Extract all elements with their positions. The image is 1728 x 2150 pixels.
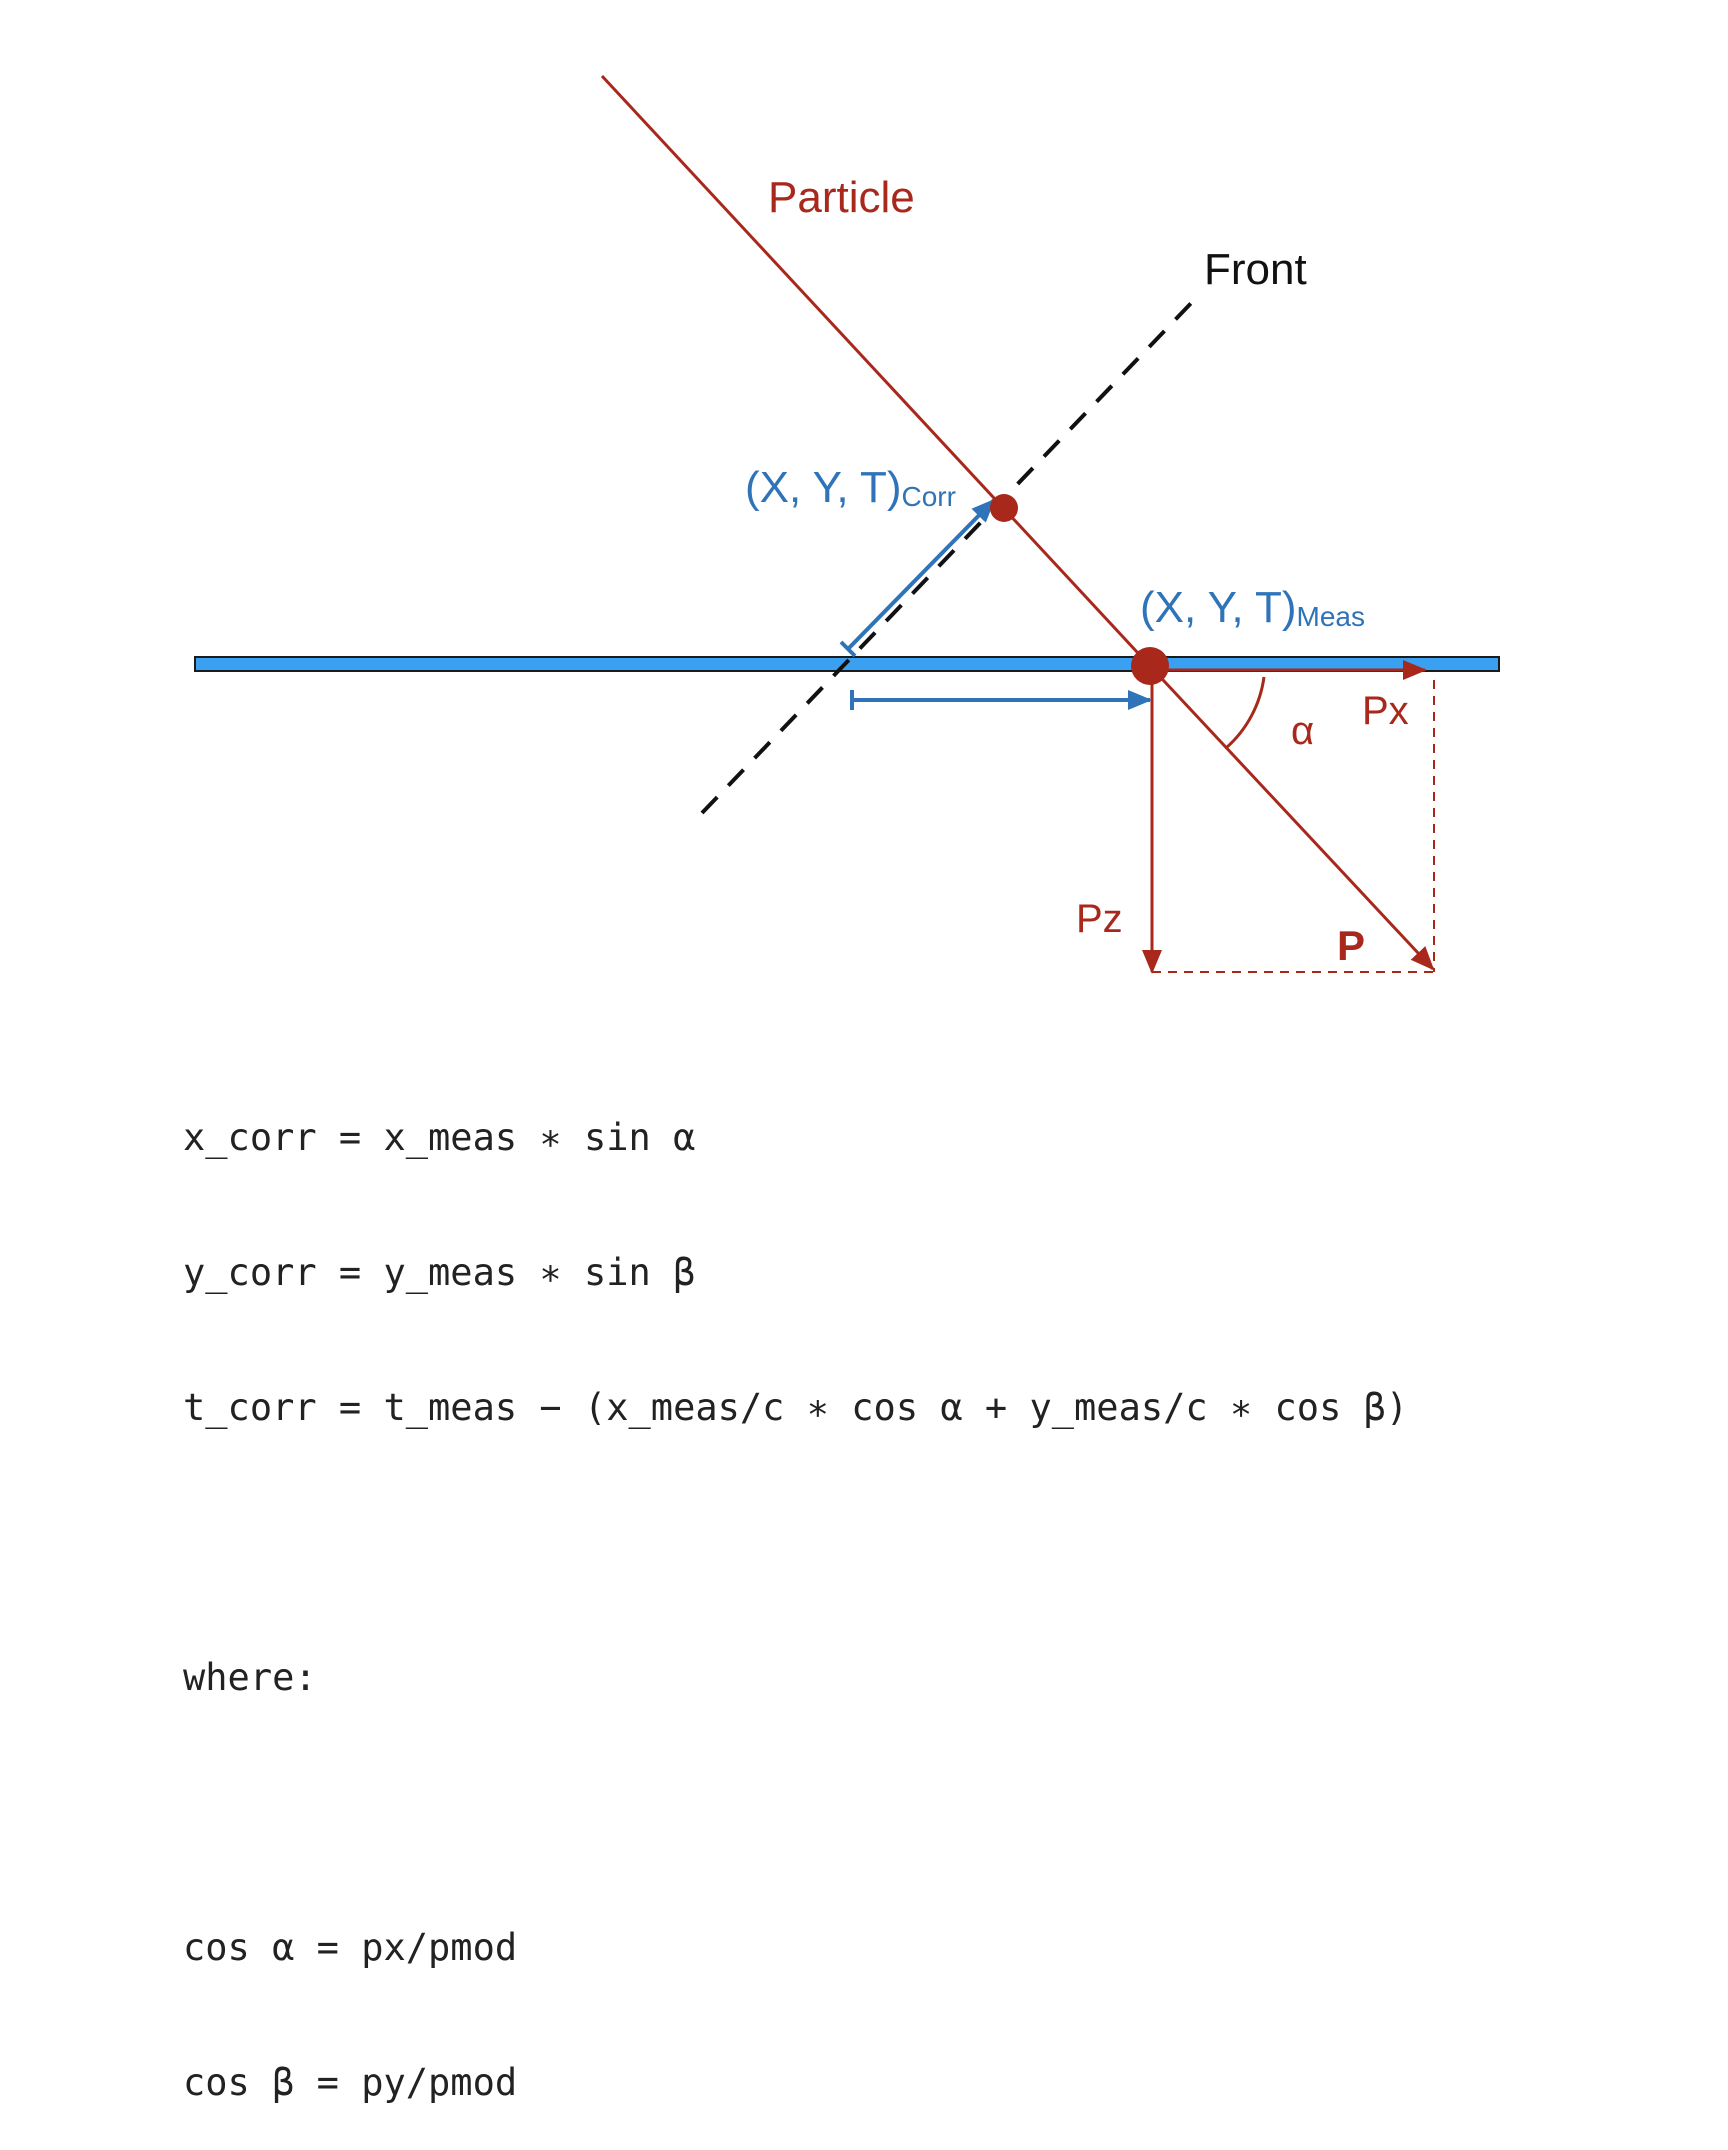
corrected-point-label: (X, Y, T)Corr <box>745 463 956 512</box>
measured-point-label: (X, Y, T)Meas <box>1140 583 1365 632</box>
particle-trajectory <box>600 74 1152 668</box>
formula-line: where: <box>183 1656 317 1699</box>
formula-line <box>183 1520 1408 1565</box>
corrected-point <box>990 494 1018 522</box>
formula-block: x_corr = x_meas ∗ sin α y_corr = y_meas … <box>183 1025 1408 2150</box>
px-label: Px <box>1362 689 1409 733</box>
formula-line <box>183 1790 1408 1835</box>
alpha-label: α <box>1291 709 1314 753</box>
measured-point <box>1131 647 1169 685</box>
correction-arrow-diagonal-tail <box>839 640 857 658</box>
correction-arrow-diagonal <box>846 498 996 651</box>
diagram-canvas: Particle Front (X, Y, T)Corr (X, Y, T)Me… <box>194 74 1500 974</box>
pz-label: Pz <box>1076 897 1123 941</box>
front-line <box>700 294 1200 815</box>
alpha-angle-arc <box>1225 676 1266 750</box>
momentum-vector-p <box>1148 664 1435 971</box>
particle-label: Particle <box>768 173 915 222</box>
p-label: P <box>1337 922 1365 969</box>
formula-line: x_corr = x_meas ∗ sin α <box>183 1116 696 1159</box>
formula-line: y_corr = y_meas ∗ sin β <box>183 1251 696 1294</box>
front-label: Front <box>1204 245 1307 294</box>
formula-line: t_corr = t_meas − (x_meas/c ∗ cos α + y_… <box>183 1386 1409 1429</box>
formula-line: cos β = py/pmod <box>183 2061 518 2104</box>
formula-line: cos α = px/pmod <box>183 1926 518 1969</box>
